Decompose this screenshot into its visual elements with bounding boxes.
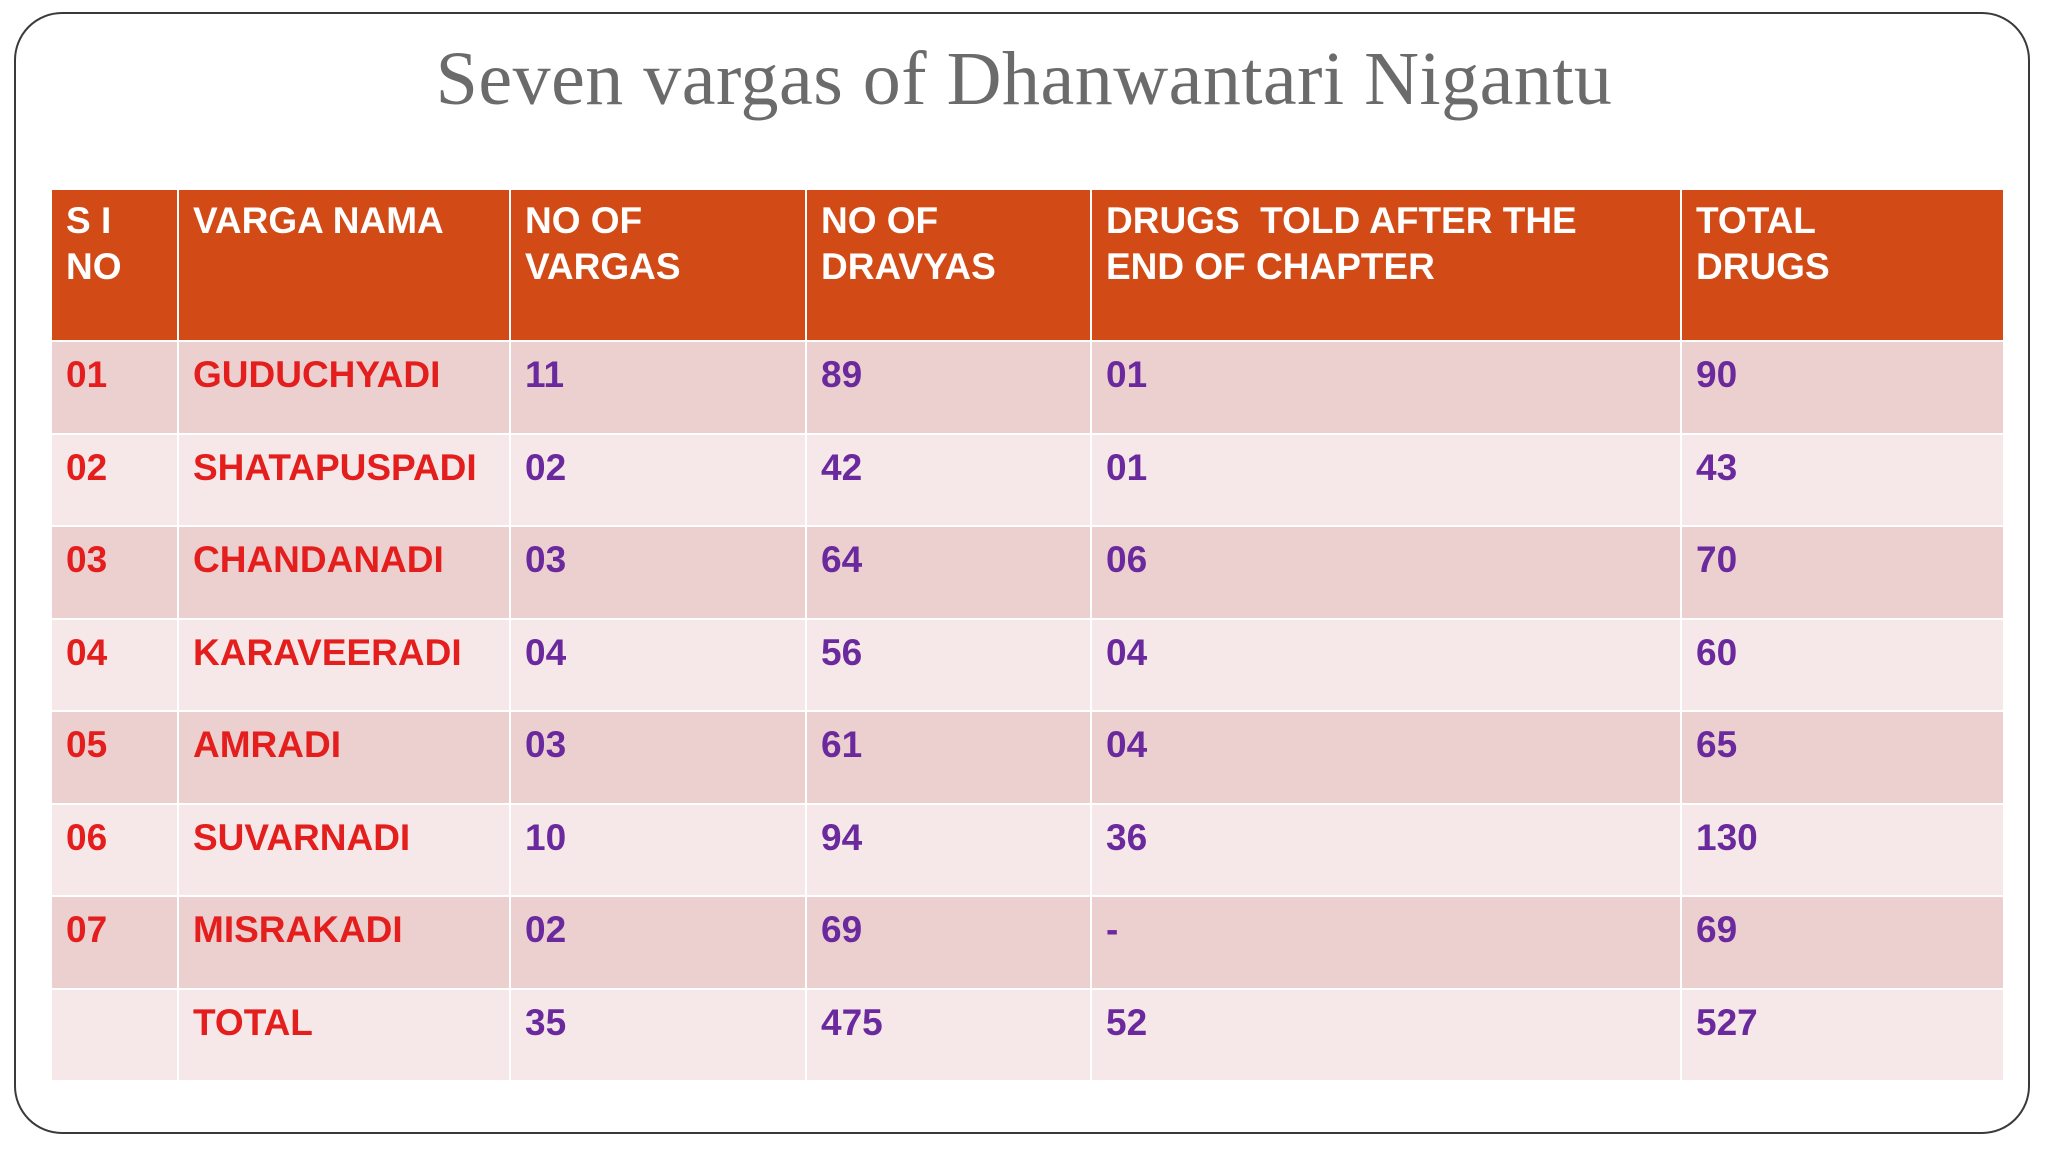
table-row: 02 SHATAPUSPADI 02 42 01 43	[50, 432, 2005, 527]
cell-no-of-vargas: 10	[509, 802, 807, 897]
cell-drugs-after-chapter: 04	[1090, 617, 1682, 712]
cell-no-of-dravyas: 475	[805, 987, 1092, 1082]
cell-no-of-dravyas: 61	[805, 710, 1092, 805]
cell-drugs-after-chapter: -	[1090, 895, 1682, 990]
cell-no-of-vargas: 35	[509, 987, 807, 1082]
header-line: DRUGS TOLD AFTER THE	[1106, 200, 1577, 241]
table-row: 01 GUDUCHYADI 11 89 01 90	[50, 340, 2005, 435]
cell-no-of-vargas: 02	[509, 895, 807, 990]
cell-varga-nama: AMRADI	[177, 710, 511, 805]
cell-total-drugs: 130	[1680, 802, 2005, 897]
cell-varga-nama: KARAVEERADI	[177, 617, 511, 712]
cell-drugs-after-chapter: 52	[1090, 987, 1682, 1082]
header-line: TOTAL	[1696, 200, 1816, 241]
cell-no-of-dravyas: 56	[805, 617, 1092, 712]
cell-no-of-vargas: 04	[509, 617, 807, 712]
cell-drugs-after-chapter: 04	[1090, 710, 1682, 805]
cell-sno: 02	[50, 432, 179, 527]
header-line: DRAVYAS	[821, 246, 996, 287]
table-row: 06 SUVARNADI 10 94 36 130	[50, 802, 2005, 897]
cell-no-of-dravyas: 42	[805, 432, 1092, 527]
table-row: 04 KARAVEERADI 04 56 04 60	[50, 617, 2005, 712]
header-line: NO	[66, 246, 122, 287]
cell-varga-nama: SHATAPUSPADI	[177, 432, 511, 527]
cell-no-of-vargas: 02	[509, 432, 807, 527]
header-line: NO OF	[821, 200, 939, 241]
table-row-total: TOTAL 35 475 52 527	[50, 987, 2005, 1082]
header-line: S I	[66, 200, 112, 241]
table-row: 05 AMRADI 03 61 04 65	[50, 710, 2005, 805]
cell-total-drugs: 65	[1680, 710, 2005, 805]
cell-no-of-dravyas: 69	[805, 895, 1092, 990]
cell-total-drugs: 60	[1680, 617, 2005, 712]
header-line: NO OF	[525, 200, 643, 241]
cell-total-drugs: 43	[1680, 432, 2005, 527]
table-row: 07 MISRAKADI 02 69 - 69	[50, 895, 2005, 990]
header-line: DRUGS	[1696, 246, 1830, 287]
cell-drugs-after-chapter: 01	[1090, 340, 1682, 435]
header-line: VARGAS	[525, 246, 681, 287]
cell-drugs-after-chapter: 01	[1090, 432, 1682, 527]
cell-sno: 07	[50, 895, 179, 990]
header-no-of-vargas: NO OF VARGAS	[509, 188, 807, 342]
cell-sno: 06	[50, 802, 179, 897]
varga-table: S I NO VARGA NAMA NO OF VARGAS NO OF DRA…	[50, 188, 2005, 1082]
cell-no-of-vargas: 11	[509, 340, 807, 435]
cell-sno	[50, 987, 179, 1082]
table-header-row: S I NO VARGA NAMA NO OF VARGAS NO OF DRA…	[50, 188, 2005, 342]
cell-drugs-after-chapter: 36	[1090, 802, 1682, 897]
slide-title: Seven vargas of Dhanwantari Nigantu	[435, 37, 1613, 121]
cell-varga-nama: CHANDANADI	[177, 525, 511, 620]
cell-no-of-dravyas: 89	[805, 340, 1092, 435]
header-line: VARGA NAMA	[193, 200, 444, 241]
header-line: END OF CHAPTER	[1106, 246, 1435, 287]
header-total-drugs: TOTAL DRUGS	[1680, 188, 2005, 342]
cell-sno: 05	[50, 710, 179, 805]
cell-total-drugs: 69	[1680, 895, 2005, 990]
cell-total-drugs: 527	[1680, 987, 2005, 1082]
cell-total-drugs: 70	[1680, 525, 2005, 620]
cell-no-of-vargas: 03	[509, 525, 807, 620]
cell-no-of-vargas: 03	[509, 710, 807, 805]
cell-sno: 03	[50, 525, 179, 620]
cell-sno: 04	[50, 617, 179, 712]
cell-varga-nama: GUDUCHYADI	[177, 340, 511, 435]
cell-drugs-after-chapter: 06	[1090, 525, 1682, 620]
header-varga-nama: VARGA NAMA	[177, 188, 511, 342]
table-row: 03 CHANDANADI 03 64 06 70	[50, 525, 2005, 620]
cell-varga-nama: MISRAKADI	[177, 895, 511, 990]
cell-sno: 01	[50, 340, 179, 435]
cell-varga-nama: SUVARNADI	[177, 802, 511, 897]
header-drugs-after-chapter: DRUGS TOLD AFTER THE END OF CHAPTER	[1090, 188, 1682, 342]
header-no-of-dravyas: NO OF DRAVYAS	[805, 188, 1092, 342]
cell-total-drugs: 90	[1680, 340, 2005, 435]
cell-no-of-dravyas: 94	[805, 802, 1092, 897]
cell-total-label: TOTAL	[177, 987, 511, 1082]
header-sno: S I NO	[50, 188, 179, 342]
cell-no-of-dravyas: 64	[805, 525, 1092, 620]
